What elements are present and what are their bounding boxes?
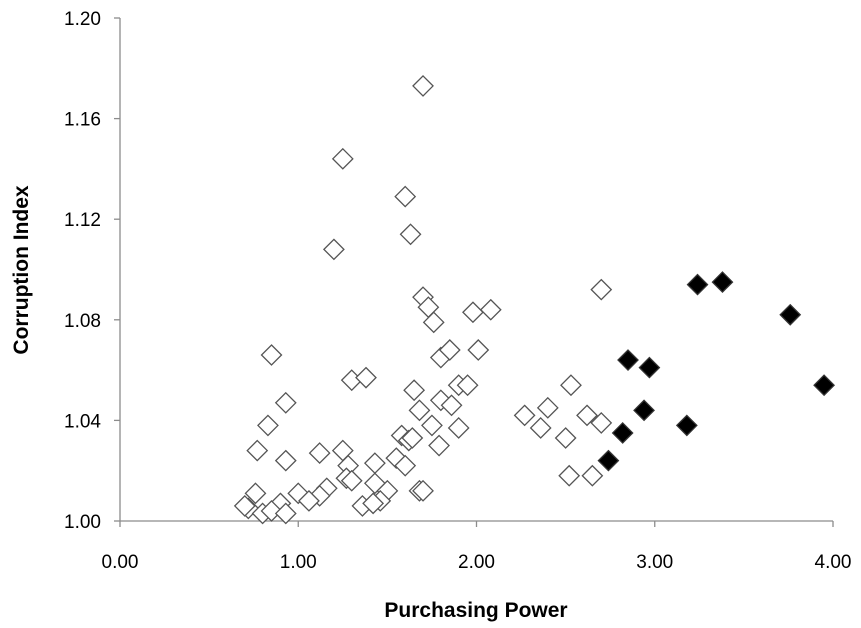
open-diamond-point — [581, 464, 604, 487]
open-diamond-point — [438, 339, 461, 361]
filled-diamond-point — [779, 303, 802, 326]
open-diamond-point — [412, 479, 434, 502]
open-diamond-point — [590, 278, 613, 301]
open-diamond-point — [233, 494, 256, 517]
x-tick-label: 0.00 — [102, 552, 139, 573]
filled-diamond-point — [638, 356, 661, 379]
open-diamond-point — [590, 411, 613, 434]
y-axis-title: Corruption Index — [10, 185, 33, 354]
y-tick-label: 1.00 — [64, 512, 101, 533]
open-diamond-point — [274, 391, 297, 414]
open-diamond-point — [340, 469, 363, 492]
open-diamond-point — [257, 414, 279, 437]
open-diamond-point — [246, 439, 269, 462]
open-diamond-point — [428, 434, 450, 457]
y-tick-label: 1.04 — [64, 411, 101, 432]
open-diamond-point — [298, 489, 320, 512]
y-tick-label: 1.12 — [64, 210, 101, 231]
open-diamond-point — [399, 223, 422, 246]
ticks: 0.00 1.00 2.00 3.00 4.001.001.041.081.121.16… — [64, 9, 851, 573]
filled-diamond-point — [686, 273, 709, 296]
filled-diamond-point — [611, 422, 634, 444]
open-diamond-point — [467, 339, 490, 361]
open-diamond-point — [462, 301, 484, 324]
open-diamond-point — [274, 449, 297, 472]
x-tick-label: 4.00 — [815, 552, 852, 573]
x-tick-label: 3.00 — [636, 552, 673, 573]
open-diamond-point — [260, 500, 283, 522]
open-diamond-point — [260, 344, 283, 366]
y-tick-label: 1.16 — [64, 110, 101, 131]
y-tick-label: 1.08 — [64, 311, 101, 332]
open-diamond-point — [440, 394, 463, 417]
open-diamond-point — [362, 492, 385, 515]
open-diamond-point — [322, 238, 345, 261]
open-diamond-point — [244, 482, 267, 505]
open-diamond-point — [554, 427, 577, 449]
open-diamond-point — [513, 404, 536, 427]
open-diamond-point — [560, 374, 582, 397]
x-tick-label: 1.00 — [280, 552, 317, 573]
open-diamond-point — [401, 427, 424, 449]
open-diamond-point — [447, 417, 470, 439]
x-tick-label: 2.00 — [458, 552, 495, 573]
open-diamond-point — [558, 464, 581, 487]
open-diamond-point — [403, 379, 426, 402]
filled-diamond-point — [813, 374, 836, 397]
open-diamond-point — [576, 404, 598, 427]
open-diamond-point — [394, 454, 417, 477]
filled-diamond-point — [617, 349, 639, 371]
open-diamond-point — [363, 452, 386, 475]
filled-diamond-point — [633, 399, 655, 422]
open-diamond-point — [529, 417, 552, 439]
open-diamond-point — [456, 374, 479, 397]
open-diamond-point — [308, 442, 331, 465]
y-tick-label: 1.20 — [64, 9, 101, 30]
open-diamond-point — [479, 298, 502, 321]
open-diamond-point — [274, 502, 297, 525]
open-diamond-point — [422, 311, 445, 334]
filled-diamond-point — [675, 414, 698, 437]
open-diamond-point — [536, 396, 559, 419]
filled-diamond-point — [597, 449, 620, 472]
data-points — [233, 74, 836, 525]
open-diamond-point — [412, 74, 434, 97]
filled-diamond-point — [711, 271, 734, 293]
open-diamond-point — [355, 366, 377, 389]
open-diamond-point — [421, 414, 443, 437]
open-diamond-point — [394, 185, 417, 208]
open-diamond-point — [408, 399, 431, 422]
open-diamond-point — [331, 147, 354, 170]
axes — [119, 18, 833, 522]
x-axis-title: Purchasing Power — [384, 599, 567, 622]
